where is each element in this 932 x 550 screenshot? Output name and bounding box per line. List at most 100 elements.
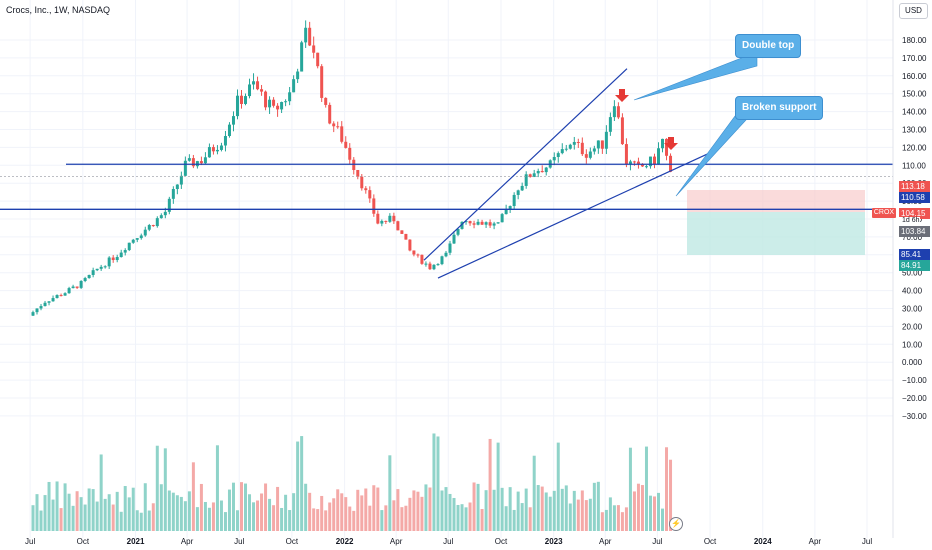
candle-body (568, 144, 572, 149)
candle-body (87, 274, 91, 279)
volume-bar (424, 484, 428, 531)
volume-bar (240, 482, 243, 531)
candle-body (652, 156, 656, 165)
candle-body (227, 124, 231, 137)
candle-body (111, 257, 115, 261)
volume-bar (175, 495, 179, 531)
volume-bar (304, 483, 308, 531)
candle-body (240, 95, 243, 104)
candle-body (328, 104, 332, 124)
candle-body (628, 161, 632, 165)
volume-bar (604, 509, 608, 531)
candle-body (324, 97, 328, 105)
currency-button[interactable]: USD (899, 3, 928, 19)
volume-bar (528, 507, 532, 531)
time-tick: Apr (390, 537, 403, 546)
volume-bar (179, 496, 183, 531)
candle-body (91, 270, 95, 275)
volume-bar (404, 505, 408, 531)
candle-body (300, 42, 304, 72)
candle-body (35, 308, 39, 313)
volume-bar (340, 493, 344, 531)
candle-body (540, 170, 544, 173)
volume-bar (332, 498, 336, 531)
candle-body (508, 206, 512, 209)
candle-body (400, 230, 404, 234)
candle-body (63, 293, 67, 296)
volume-bar (368, 505, 372, 531)
volume-bar (111, 504, 115, 531)
arrow-down-icon (615, 89, 629, 102)
volume-bar (252, 502, 256, 531)
candle-body (560, 149, 564, 154)
volume-bar (448, 493, 452, 531)
candle-body (448, 243, 452, 253)
volume-bar (296, 441, 300, 531)
candle-body (436, 264, 440, 266)
volume-bar (488, 438, 492, 531)
candle-body (288, 92, 292, 102)
volume-bar (600, 512, 604, 531)
volume-bar (312, 508, 316, 531)
price-label-entry: 103.84 (899, 226, 930, 237)
lightning-icon[interactable]: ⚡ (669, 517, 683, 531)
time-tick: Jul (652, 537, 662, 546)
volume-bar (500, 487, 504, 531)
candle-body (55, 295, 59, 299)
volume-bar (484, 490, 488, 531)
price-tick: 150.00 (902, 90, 927, 99)
candle-body (292, 79, 296, 93)
volume-bar (548, 496, 552, 531)
candle-body (360, 176, 364, 189)
candle-body (372, 198, 376, 214)
candle-body (211, 147, 215, 152)
candle-body (163, 211, 167, 216)
volume-bar (248, 494, 252, 531)
volume-bar (644, 446, 648, 531)
volume-bar (468, 502, 472, 531)
candle-body (460, 221, 464, 229)
candle-body (604, 131, 608, 149)
candle-body (620, 117, 624, 145)
candle-body (600, 140, 604, 149)
volume-bar (143, 483, 147, 531)
volume-bar (223, 512, 227, 531)
candle-body (544, 167, 548, 173)
candle-body (235, 95, 239, 117)
candle-body (215, 149, 219, 152)
volume-bar (628, 447, 632, 531)
candle-body (71, 286, 75, 289)
volume-bar (652, 496, 656, 531)
candle-body (256, 81, 260, 90)
double-top-callout: Double top (735, 34, 802, 58)
candle-body (564, 148, 568, 150)
price-label-low: 84.91 (899, 260, 930, 271)
candle-body (584, 154, 588, 158)
volume-bar (568, 503, 572, 531)
candle-body (159, 215, 163, 219)
volume-bar (480, 509, 484, 531)
volume-bar (352, 510, 356, 531)
volume-bar (520, 503, 524, 531)
volume-bar (612, 505, 616, 531)
candle-body (304, 27, 308, 43)
candle-body (384, 220, 388, 222)
candle-body (528, 174, 532, 178)
candle-body (504, 208, 508, 215)
volume-bar (552, 490, 556, 531)
price-label-support: 110.58 (899, 192, 930, 203)
candle-body (424, 263, 428, 265)
price-tick: 110.00 (902, 161, 926, 170)
volume-bar (55, 481, 59, 531)
volume-bar (183, 501, 187, 531)
candle-body (231, 116, 235, 125)
candle-body (284, 101, 288, 103)
candle-body (432, 264, 436, 270)
price-tick: 70.00 (902, 233, 923, 242)
candle-body (123, 250, 127, 253)
candle-body (644, 166, 648, 168)
volume-bar (123, 486, 127, 531)
candle-body (248, 84, 252, 97)
candle-body (632, 161, 636, 163)
